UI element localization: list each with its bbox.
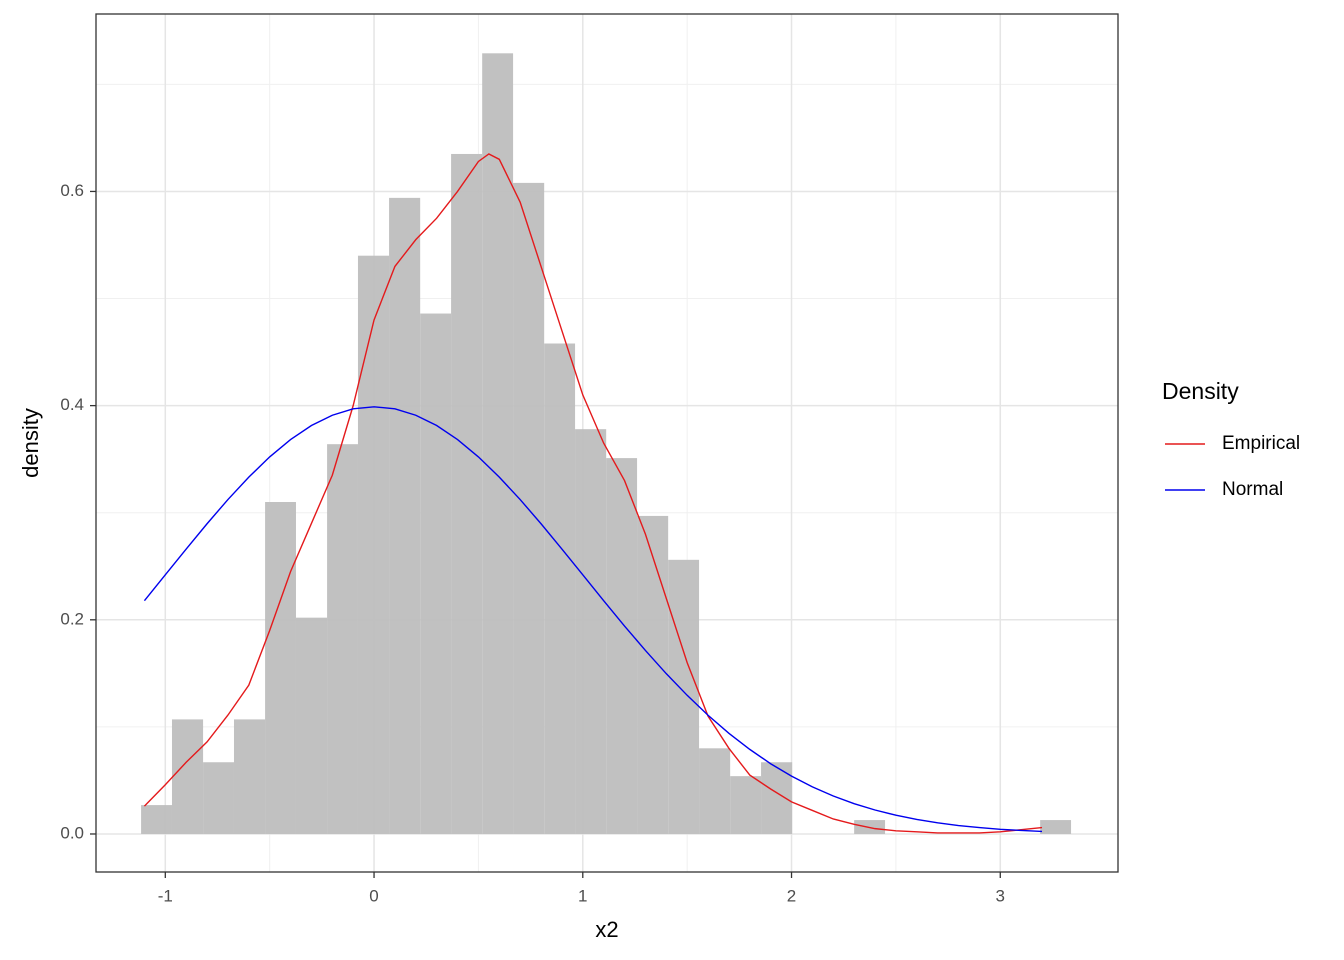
histogram-bar: [575, 429, 607, 834]
x-axis-title: x2: [595, 917, 618, 942]
x-tick-label: 1: [578, 886, 587, 905]
histogram-bar: [265, 502, 296, 834]
x-tick-label: 3: [996, 886, 1005, 905]
y-tick-label: 0.6: [60, 181, 84, 200]
histogram-bar: [357, 255, 390, 834]
histogram-bar: [171, 719, 204, 834]
legend-title: Density: [1162, 378, 1239, 404]
histogram-bar: [1040, 820, 1072, 834]
histogram-bar: [544, 343, 576, 834]
y-tick-label: 0.0: [60, 823, 84, 842]
histogram-bar: [730, 776, 762, 834]
x-tick-label: 2: [787, 886, 796, 905]
legend-label: Normal: [1222, 479, 1283, 500]
histogram-bar: [420, 313, 452, 834]
density-line: [143, 406, 1043, 833]
y-axis-title: density: [18, 408, 43, 478]
histogram-bar: [606, 458, 638, 834]
legend-label: Empirical: [1222, 433, 1300, 454]
histogram-bar: [233, 719, 266, 834]
histogram-bar: [141, 805, 172, 834]
y-tick-label: 0.4: [60, 395, 84, 414]
x-tick-label: 0: [369, 886, 378, 905]
histogram-bar: [327, 444, 358, 834]
plot-border: [95, 13, 1119, 873]
y-tick-label: 0.2: [60, 609, 84, 628]
histogram-bar: [295, 617, 328, 834]
histogram-bar: [451, 153, 483, 834]
histogram-bar: [203, 762, 234, 834]
histogram-bar: [699, 748, 731, 834]
histogram-bar: [668, 559, 700, 834]
histogram-bar: [482, 53, 514, 834]
x-tick-label: -1: [158, 886, 173, 905]
histogram-bar: [637, 515, 669, 834]
histogram-bar: [389, 197, 421, 834]
density-line: [143, 153, 1043, 834]
